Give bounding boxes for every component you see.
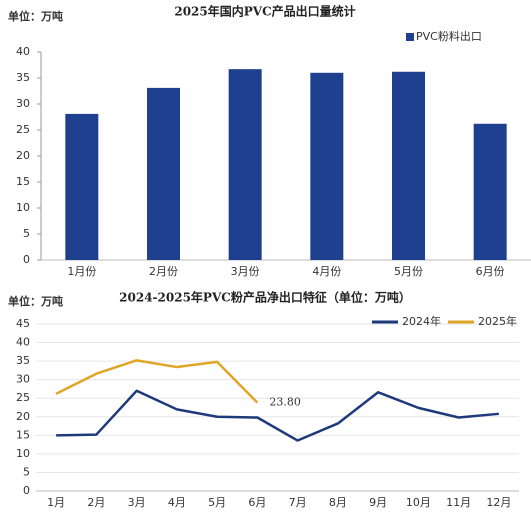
- y-tick-label: 5: [23, 227, 30, 240]
- y-tick-label: 25: [16, 123, 30, 136]
- x-tick-label: 11月: [446, 496, 471, 509]
- y-tick-label: 35: [16, 71, 30, 84]
- x-tick-label: 4月份: [312, 265, 341, 278]
- legend-swatch: [406, 33, 414, 41]
- bar: [65, 113, 99, 260]
- legend-label: 2024年: [402, 314, 441, 328]
- x-tick-label: 6月份: [476, 265, 505, 278]
- y-tick-label: 40: [16, 336, 30, 349]
- series-line: [55, 359, 259, 404]
- x-tick-label: 3月: [128, 496, 146, 509]
- bar: [147, 87, 180, 260]
- x-tick-label: 1月: [47, 496, 65, 509]
- y-tick-label: 40: [16, 45, 30, 58]
- x-tick-label: 6月: [248, 496, 266, 509]
- bar: [228, 69, 262, 260]
- y-tick-label: 20: [16, 410, 30, 423]
- data-label: 23.80: [269, 396, 301, 409]
- chart-title: 2025年国内PVC产品出口量统计: [174, 4, 355, 19]
- x-tick-label: 10月: [406, 496, 431, 509]
- y-tick-label: 30: [16, 373, 30, 386]
- y-tick-label: 10: [16, 447, 30, 460]
- y-tick-label: 45: [16, 317, 30, 330]
- x-tick-label: 8月: [329, 496, 347, 509]
- y-tick-label: 15: [16, 428, 30, 441]
- bar: [473, 123, 507, 260]
- x-tick-label: 9月: [369, 496, 387, 509]
- x-tick-label: 5月: [208, 496, 226, 509]
- x-tick-label: 1月份: [67, 265, 96, 278]
- y-tick-label: 15: [16, 175, 30, 188]
- y-tick-label: 35: [16, 354, 30, 367]
- x-tick-label: 4月: [168, 496, 186, 509]
- x-tick-label: 2月份: [149, 265, 178, 278]
- unit-label: 单位：万吨: [8, 294, 63, 308]
- y-tick-label: 25: [16, 391, 30, 404]
- x-tick-label: 5月份: [394, 265, 423, 278]
- legend-label: PVC粉料出口: [416, 29, 482, 43]
- unit-label: 单位：万吨: [8, 9, 63, 23]
- x-tick-label: 2月: [87, 496, 105, 509]
- legend-label: 2025年: [478, 314, 517, 328]
- x-tick-label: 7月: [289, 496, 307, 509]
- chart-title: 2024-2025年PVC粉产品净出口特征（单位：万吨）: [119, 290, 411, 305]
- y-tick-label: 0: [23, 253, 30, 266]
- y-tick-label: 10: [16, 201, 30, 214]
- x-tick-label: 3月份: [231, 265, 260, 278]
- y-tick-label: 0: [23, 484, 30, 497]
- y-tick-label: 20: [16, 149, 30, 162]
- y-tick-label: 30: [16, 97, 30, 110]
- series-line: [56, 389, 499, 442]
- x-tick-label: 12月: [486, 496, 511, 509]
- bar: [392, 71, 425, 260]
- bar: [310, 72, 344, 260]
- y-tick-label: 5: [23, 465, 30, 478]
